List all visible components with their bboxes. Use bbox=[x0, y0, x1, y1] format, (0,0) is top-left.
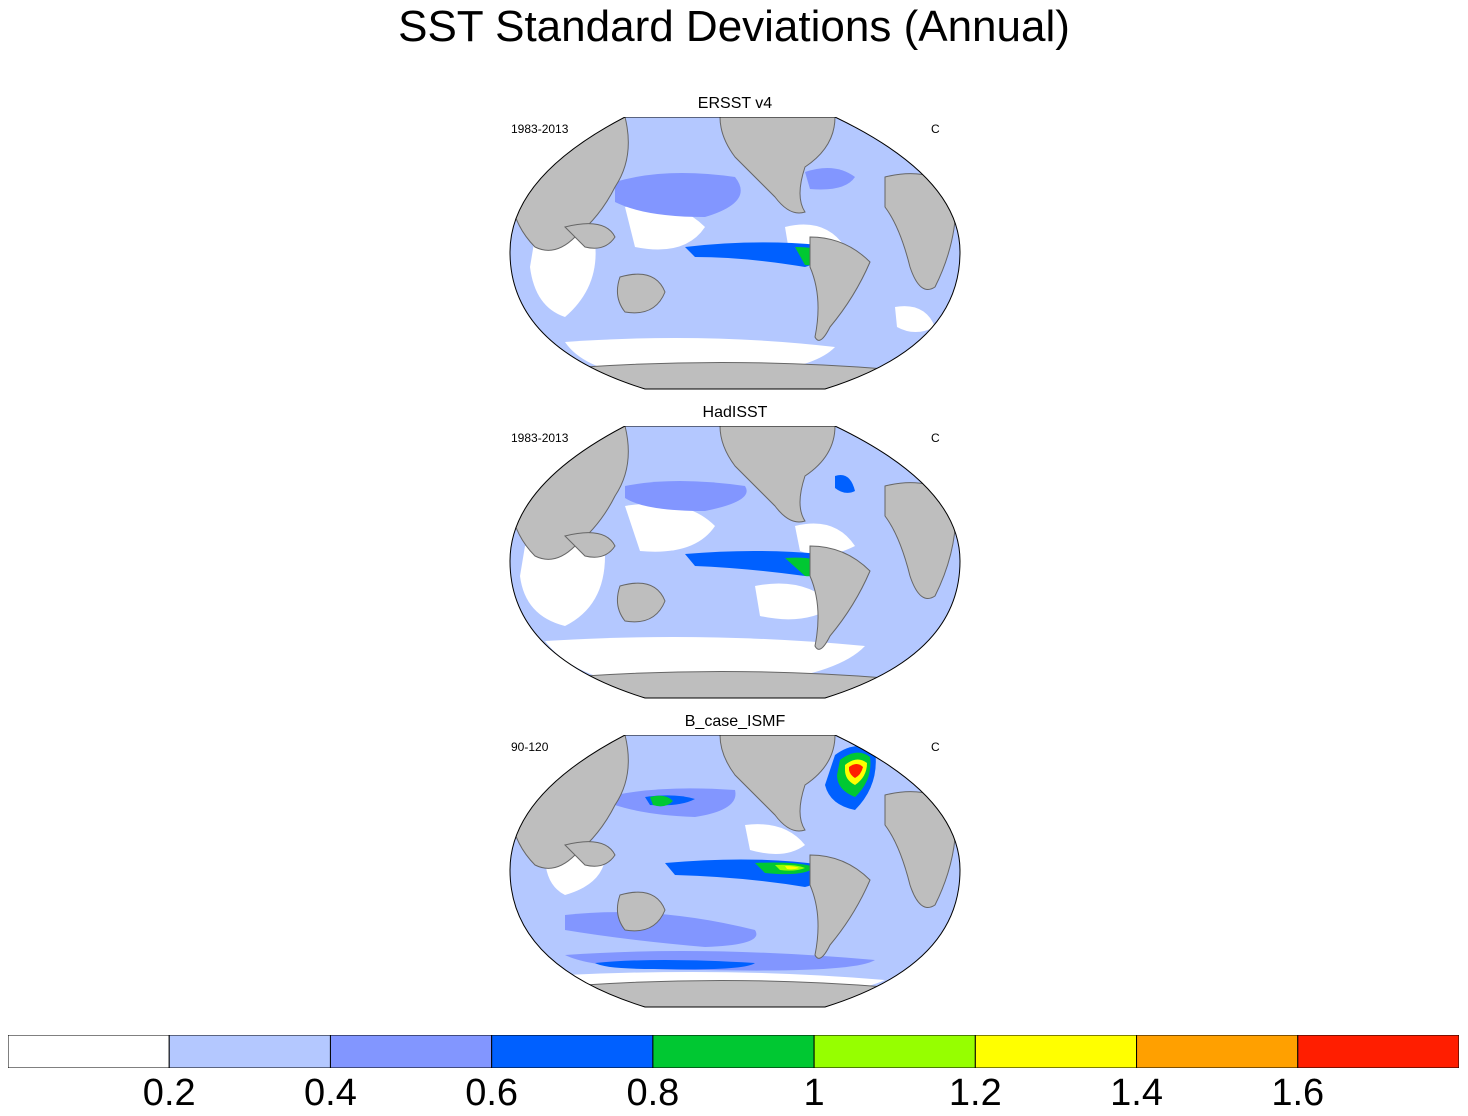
colorbar-tick-label: 1.6 bbox=[1271, 1072, 1325, 1114]
colorbar-swatch bbox=[652, 1035, 815, 1068]
colorbar-swatch bbox=[329, 1035, 493, 1068]
map-panel-b-case-ismf: B_case_ISMF 90-120 C bbox=[505, 713, 965, 1035]
colorbar-swatch bbox=[491, 1035, 654, 1068]
colorbar-tick-label: 1 bbox=[803, 1072, 825, 1114]
panel-title: HadISST bbox=[702, 404, 768, 421]
map-hadisst bbox=[509, 426, 961, 699]
colorbar-swatch bbox=[1136, 1035, 1299, 1068]
panel-units-label: C bbox=[931, 740, 940, 754]
colorbar-swatch bbox=[1297, 1035, 1459, 1068]
panel-period-label: 90-120 bbox=[511, 740, 549, 754]
panel-period-label: 1983-2013 bbox=[511, 122, 569, 136]
colorbar-tick-label: 1.4 bbox=[1110, 1072, 1163, 1114]
map-panel-hadisst: HadISST 1983-2013 C bbox=[505, 404, 965, 726]
colorbar-tick-label: 0.8 bbox=[626, 1072, 680, 1114]
map-ersst bbox=[509, 117, 961, 390]
colorbar-labels: 0.2 0.4 0.6 0.8 1 1.2 1.4 1.6 bbox=[0, 1072, 1468, 1116]
map-panel-ersst: ERSST v4 1983-2013 C bbox=[505, 95, 965, 417]
colorbar-tick-label: 0.6 bbox=[465, 1072, 519, 1114]
colorbar-swatch bbox=[8, 1035, 170, 1068]
panel-period-label: 1983-2013 bbox=[511, 431, 569, 445]
colorbar bbox=[8, 1035, 1459, 1068]
colorbar-swatch bbox=[168, 1035, 331, 1068]
map-b-case-ismf bbox=[509, 735, 961, 1008]
panel-title: ERSST v4 bbox=[697, 95, 773, 112]
colorbar-swatch bbox=[813, 1035, 976, 1068]
panel-units-label: C bbox=[931, 122, 940, 136]
colorbar-swatches bbox=[8, 1035, 1459, 1068]
panel-units-label: C bbox=[931, 431, 940, 445]
panel-title: B_case_ISMF bbox=[684, 713, 786, 730]
colorbar-tick-label: 1.2 bbox=[948, 1072, 1002, 1114]
colorbar-swatch bbox=[974, 1035, 1138, 1068]
colorbar-tick-label: 0.2 bbox=[142, 1072, 196, 1114]
figure-title: SST Standard Deviations (Annual) bbox=[398, 2, 1070, 51]
colorbar-tick-label: 0.4 bbox=[304, 1072, 357, 1114]
